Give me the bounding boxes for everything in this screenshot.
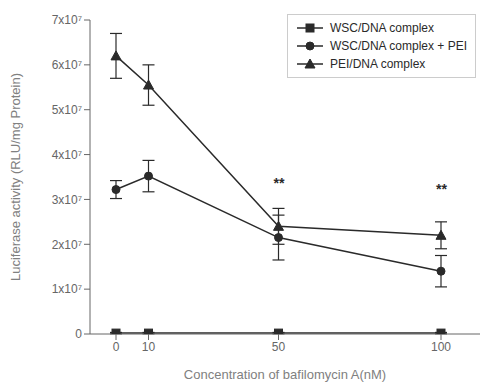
svg-text:1x10⁷: 1x10⁷ [52, 282, 82, 296]
html-text:PEI/DNA complex: PEI/DNA complex [330, 57, 426, 71]
svg-text:10: 10 [142, 340, 156, 354]
svg-text:**: ** [273, 175, 284, 191]
svg-text:2x10⁷: 2x10⁷ [52, 238, 82, 252]
svg-text:3x10⁷: 3x10⁷ [52, 193, 82, 207]
svg-text:100: 100 [431, 340, 451, 354]
svg-text:0: 0 [75, 327, 82, 341]
svg-text:0: 0 [113, 340, 120, 354]
svg-text:4x10⁷: 4x10⁷ [52, 148, 82, 162]
html-text:WSC/DNA complex: WSC/DNA complex [330, 21, 434, 35]
svg-text:50: 50 [272, 340, 286, 354]
svg-text:7x10⁷: 7x10⁷ [52, 13, 82, 27]
svg-text:Concentration of bafilomycin A: Concentration of bafilomycin A(nM) [184, 367, 386, 382]
svg-text:**: ** [436, 181, 447, 197]
svg-text:Luciferase activity (RLU/mg Pr: Luciferase activity (RLU/mg Protein) [8, 73, 23, 281]
svg-text:6x10⁷: 6x10⁷ [52, 58, 82, 72]
svg-text:5x10⁷: 5x10⁷ [52, 103, 82, 117]
html-text:WSC/DNA complex + PEI: WSC/DNA complex + PEI [330, 39, 467, 53]
